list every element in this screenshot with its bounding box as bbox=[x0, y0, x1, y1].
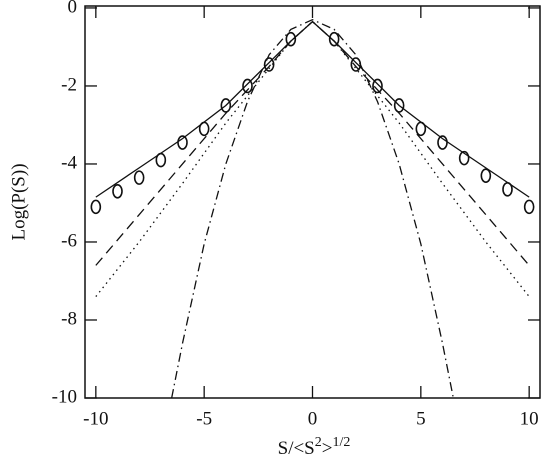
x-tick-label: 10 bbox=[520, 408, 539, 429]
data-point bbox=[437, 135, 448, 150]
data-point bbox=[177, 135, 188, 150]
data-point bbox=[220, 98, 232, 113]
x-tick-label: -5 bbox=[196, 408, 212, 429]
y-tick-label: -8 bbox=[61, 308, 77, 329]
x-label-part: S/<S bbox=[278, 438, 315, 459]
data-point bbox=[523, 199, 535, 215]
x-label-sup: 1/2 bbox=[332, 435, 350, 450]
data-point bbox=[112, 183, 123, 199]
y-tick-label: -10 bbox=[52, 386, 77, 407]
y-tick-label: -4 bbox=[61, 152, 77, 173]
data-point bbox=[458, 150, 470, 166]
y-axis-label: Log(P(S)) bbox=[8, 163, 29, 240]
x-tick-label: 0 bbox=[308, 408, 318, 429]
curve bbox=[171, 18, 454, 399]
y-tick-label: 0 bbox=[68, 0, 78, 17]
x-label-part: > bbox=[322, 438, 333, 459]
data-point bbox=[328, 31, 340, 47]
curve bbox=[95, 20, 530, 266]
data-point bbox=[285, 31, 297, 47]
x-tick-label: -10 bbox=[83, 408, 108, 429]
x-tick-label: 5 bbox=[416, 408, 426, 429]
data-point bbox=[393, 98, 405, 113]
x-label-sup: 2 bbox=[315, 435, 322, 450]
y-tick-label: -2 bbox=[61, 74, 77, 95]
x-axis-label: S/<S2>1/2 bbox=[278, 435, 351, 459]
data-point bbox=[90, 199, 102, 215]
y-tick-label: -6 bbox=[61, 230, 77, 251]
data-point bbox=[133, 170, 145, 185]
data-point bbox=[372, 78, 383, 94]
curve bbox=[95, 20, 530, 297]
data-point bbox=[480, 168, 492, 183]
data-point bbox=[242, 78, 253, 94]
curve bbox=[95, 20, 530, 198]
plot-frame bbox=[84, 5, 541, 399]
